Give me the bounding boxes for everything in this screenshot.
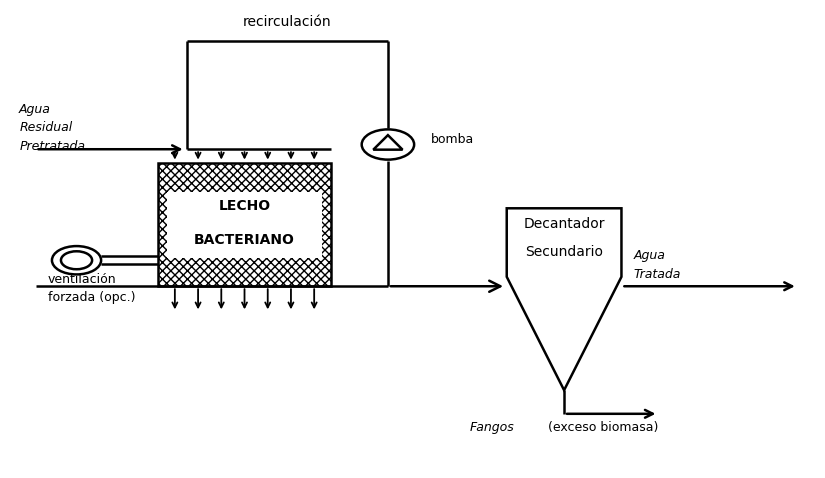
Text: Agua: Agua	[634, 249, 666, 262]
Bar	[167, 192, 323, 258]
Text: bomba: bomba	[431, 133, 474, 146]
Circle shape	[52, 246, 101, 274]
Circle shape	[361, 130, 414, 160]
Text: Fangos: Fangos	[470, 422, 515, 435]
Text: forzada (opc.): forzada (opc.)	[48, 291, 135, 304]
Text: Residual: Residual	[19, 121, 73, 134]
Text: BACTERIANO: BACTERIANO	[194, 233, 295, 247]
Text: (exceso biomasa): (exceso biomasa)	[540, 422, 658, 435]
Text: Tratada: Tratada	[634, 268, 681, 281]
Bar	[158, 163, 331, 286]
Polygon shape	[373, 135, 403, 150]
Text: Decantador: Decantador	[523, 217, 605, 231]
Circle shape	[61, 251, 92, 269]
Text: recirculación: recirculación	[243, 15, 332, 29]
Text: Agua: Agua	[19, 103, 51, 116]
Text: Pretratada: Pretratada	[19, 141, 85, 153]
Text: Secundario: Secundario	[525, 245, 603, 259]
Text: ventilación: ventilación	[48, 272, 116, 286]
Polygon shape	[507, 208, 621, 390]
Text: LECHO: LECHO	[219, 199, 271, 213]
